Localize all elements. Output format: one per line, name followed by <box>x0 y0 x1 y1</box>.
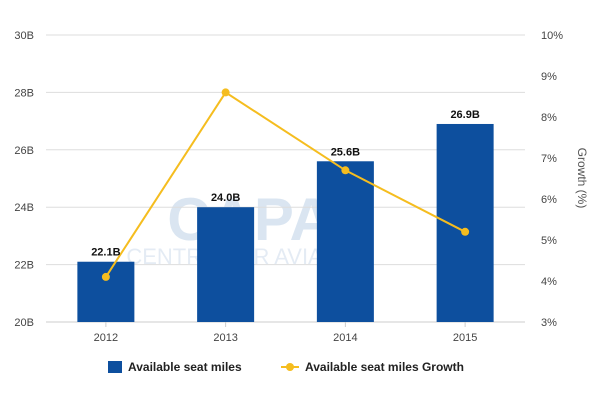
x-axis: 2012 2013 2014 2015 <box>94 322 477 344</box>
left-tick-label: 22B <box>14 260 34 272</box>
left-tick-label: 20B <box>14 317 34 329</box>
bar <box>316 161 374 322</box>
bar-data-label: 25.6B <box>331 146 360 158</box>
left-tick-label: 30B <box>14 30 34 42</box>
left-tick-label: 24B <box>14 202 34 214</box>
bar-data-label: 24.0B <box>211 192 240 204</box>
legend-bar-swatch <box>108 361 122 373</box>
x-tick-label: 2015 <box>453 332 477 344</box>
right-tick-label: 5% <box>541 235 557 247</box>
left-tick-label: 28B <box>14 87 34 99</box>
right-axis-title: Growth (%) <box>575 148 589 209</box>
legend-bar-label: Available seat miles <box>128 360 242 374</box>
right-tick-label: 8% <box>541 112 557 124</box>
bar <box>436 123 494 322</box>
left-axis: 20B 22B 24B 26B 28B 30B <box>14 30 34 329</box>
x-tick-label: 2012 <box>94 332 118 344</box>
left-tick-label: 26B <box>14 145 34 157</box>
x-tick-label: 2014 <box>333 332 357 344</box>
growth-point <box>221 88 230 97</box>
growth-point <box>101 272 110 281</box>
right-tick-label: 3% <box>541 317 557 329</box>
legend: Available seat miles Available seat miles… <box>108 360 464 374</box>
legend-line-label: Available seat miles Growth <box>305 360 464 374</box>
bar-data-label: 22.1B <box>91 247 120 259</box>
right-tick-label: 9% <box>541 71 557 83</box>
growth-line <box>105 91 466 278</box>
x-tick-label: 2013 <box>213 332 237 344</box>
growth-point <box>341 166 350 175</box>
right-axis: 3% 4% 5% 6% 7% 8% 9% 10% <box>541 30 563 329</box>
bar <box>197 207 255 322</box>
right-tick-label: 4% <box>541 276 557 288</box>
bar-data-label: 26.9B <box>450 109 479 121</box>
legend-line-marker <box>286 363 294 371</box>
right-tick-label: 7% <box>541 153 557 165</box>
right-tick-label: 10% <box>541 30 563 42</box>
bar <box>77 261 135 322</box>
line-series <box>101 88 470 281</box>
data-labels: 22.1B 24.0B 25.6B 26.9B <box>91 109 480 259</box>
growth-point <box>461 227 470 236</box>
right-tick-label: 6% <box>541 194 557 206</box>
